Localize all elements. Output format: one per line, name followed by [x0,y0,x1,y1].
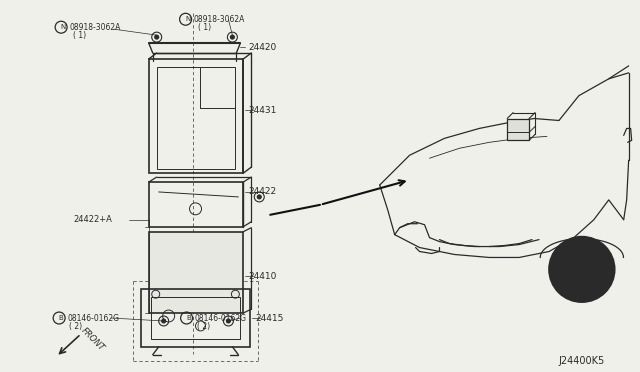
Bar [148,59,243,173]
Text: 08918-3062A: 08918-3062A [193,15,245,24]
Circle shape [230,35,234,39]
Bar [157,67,236,169]
Text: 24420: 24420 [248,42,276,52]
Text: 24415: 24415 [255,314,284,323]
Text: 24410: 24410 [248,272,276,281]
Circle shape [227,319,230,323]
Bar [151,297,241,339]
Bar [507,119,529,140]
Text: FRONT: FRONT [80,326,106,352]
Text: 24431: 24431 [248,106,276,115]
Circle shape [549,237,614,302]
Circle shape [257,195,261,199]
Text: 24422: 24422 [248,187,276,196]
Text: 08146-0162G: 08146-0162G [195,314,246,323]
Text: B: B [186,315,191,321]
Circle shape [155,35,159,39]
Text: 08146-0162G: 08146-0162G [67,314,119,323]
Bar [148,232,243,313]
Text: N: N [185,16,190,22]
Text: J24400K5: J24400K5 [559,356,605,366]
Text: B: B [59,315,63,321]
Text: ( 1): ( 1) [198,23,211,32]
Bar [148,182,243,227]
Text: 24422+A: 24422+A [73,215,112,224]
Text: 08918-3062A: 08918-3062A [69,23,120,32]
Text: ( 2): ( 2) [69,323,82,331]
Text: ( 2): ( 2) [196,323,210,331]
Circle shape [576,263,588,275]
Text: ( 1): ( 1) [73,31,86,40]
Circle shape [162,319,166,323]
Bar [141,289,250,347]
Text: N: N [61,24,66,30]
